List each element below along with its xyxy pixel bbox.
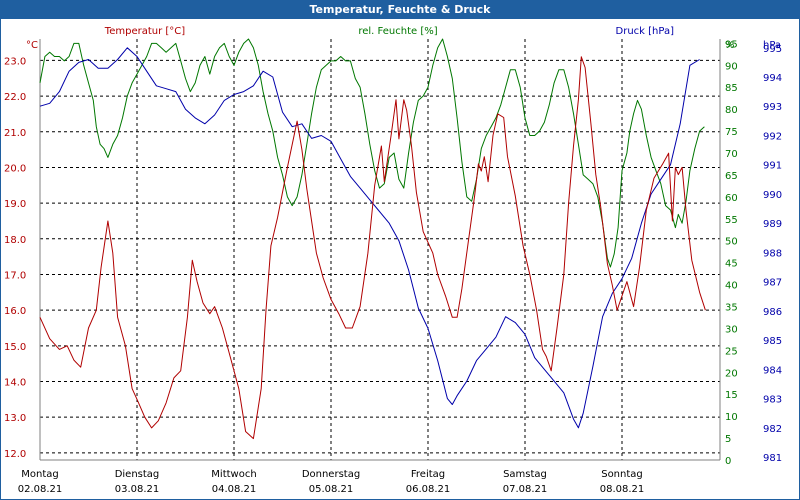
humidity-series-line bbox=[39, 38, 705, 268]
pressure-tick-label: 991 bbox=[763, 161, 782, 172]
humidity-series-label: rel. Feuchte [%] bbox=[358, 26, 437, 37]
temperature-tick-label: 14.0 bbox=[4, 378, 26, 389]
humidity-tick-label: 15 bbox=[725, 390, 738, 401]
temperature-tick-label: 20.0 bbox=[4, 163, 26, 174]
pressure-tick-label: 989 bbox=[763, 219, 782, 230]
humidity-tick-label: 65 bbox=[725, 171, 738, 182]
humidity-tick-label: 20 bbox=[725, 368, 738, 379]
day-date-label: 07.08.21 bbox=[503, 484, 548, 495]
pressure-tick-label: 988 bbox=[763, 248, 782, 259]
temperature-tick-label: 21.0 bbox=[4, 128, 26, 139]
pressure-tick-label: 981 bbox=[763, 453, 782, 464]
day-name-label: Sonntag bbox=[601, 469, 643, 480]
day-name-label: Donnerstag bbox=[302, 469, 360, 480]
pressure-tick-label: 995 bbox=[763, 44, 782, 55]
humidity-axis-unit: % bbox=[725, 40, 735, 51]
day-name-label: Samstag bbox=[503, 469, 547, 480]
temperature-tick-label: 19.0 bbox=[4, 199, 26, 210]
temperature-tick-label: 18.0 bbox=[4, 235, 26, 246]
humidity-tick-label: 60 bbox=[725, 193, 738, 204]
temperature-tick-label: 16.0 bbox=[4, 306, 26, 317]
pressure-tick-label: 993 bbox=[763, 102, 782, 113]
temperature-tick-label: 12.0 bbox=[4, 449, 26, 460]
temperature-tick-label: 17.0 bbox=[4, 270, 26, 281]
pressure-tick-label: 983 bbox=[763, 395, 782, 406]
humidity-tick-label: 5 bbox=[725, 434, 731, 445]
day-name-label: Mittwoch bbox=[211, 469, 256, 480]
temperature-series-line bbox=[39, 56, 706, 440]
temperature-axis-unit: °C bbox=[26, 40, 38, 51]
day-name-label: Montag bbox=[21, 469, 58, 480]
day-date-label: 05.08.21 bbox=[309, 484, 354, 495]
humidity-tick-label: 70 bbox=[725, 149, 738, 160]
humidity-tick-label: 75 bbox=[725, 127, 738, 138]
pressure-series-line bbox=[39, 47, 700, 429]
temperature-tick-label: 23.0 bbox=[4, 56, 26, 67]
humidity-tick-label: 45 bbox=[725, 259, 738, 270]
humidity-tick-label: 80 bbox=[725, 105, 738, 116]
humidity-tick-label: 0 bbox=[725, 456, 731, 467]
humidity-tick-label: 85 bbox=[725, 83, 738, 94]
pressure-tick-label: 986 bbox=[763, 307, 782, 318]
pressure-tick-label: 990 bbox=[763, 190, 782, 201]
pressure-series-label: Druck [hPa] bbox=[616, 26, 675, 37]
humidity-tick-label: 90 bbox=[725, 61, 738, 72]
humidity-tick-label: 10 bbox=[725, 412, 738, 423]
pressure-tick-label: 992 bbox=[763, 131, 782, 142]
humidity-tick-label: 95 bbox=[725, 39, 738, 50]
chart-title: Temperatur, Feuchte & Druck bbox=[1, 1, 799, 19]
day-date-label: 08.08.21 bbox=[600, 484, 645, 495]
temperature-tick-label: 15.0 bbox=[4, 342, 26, 353]
temperature-tick-label: 13.0 bbox=[4, 413, 26, 424]
humidity-tick-label: 35 bbox=[725, 303, 738, 314]
humidity-tick-label: 25 bbox=[725, 346, 738, 357]
day-date-label: 06.08.21 bbox=[406, 484, 451, 495]
day-date-label: 02.08.21 bbox=[18, 484, 63, 495]
humidity-tick-label: 55 bbox=[725, 215, 738, 226]
pressure-tick-label: 994 bbox=[763, 73, 782, 84]
humidity-tick-label: 40 bbox=[725, 281, 738, 292]
pressure-tick-label: 982 bbox=[763, 424, 782, 435]
day-name-label: Freitag bbox=[411, 469, 445, 480]
pressure-tick-label: 985 bbox=[763, 336, 782, 347]
humidity-tick-label: 30 bbox=[725, 324, 738, 335]
pressure-tick-label: 987 bbox=[763, 278, 782, 289]
day-name-label: Dienstag bbox=[115, 469, 160, 480]
temperature-series-label: Temperatur [°C] bbox=[104, 26, 185, 37]
pressure-axis-unit: hPa bbox=[763, 40, 781, 51]
temperature-tick-label: 22.0 bbox=[4, 92, 26, 103]
day-date-label: 04.08.21 bbox=[212, 484, 257, 495]
humidity-tick-label: 50 bbox=[725, 237, 738, 248]
pressure-tick-label: 984 bbox=[763, 365, 782, 376]
day-date-label: 03.08.21 bbox=[115, 484, 160, 495]
